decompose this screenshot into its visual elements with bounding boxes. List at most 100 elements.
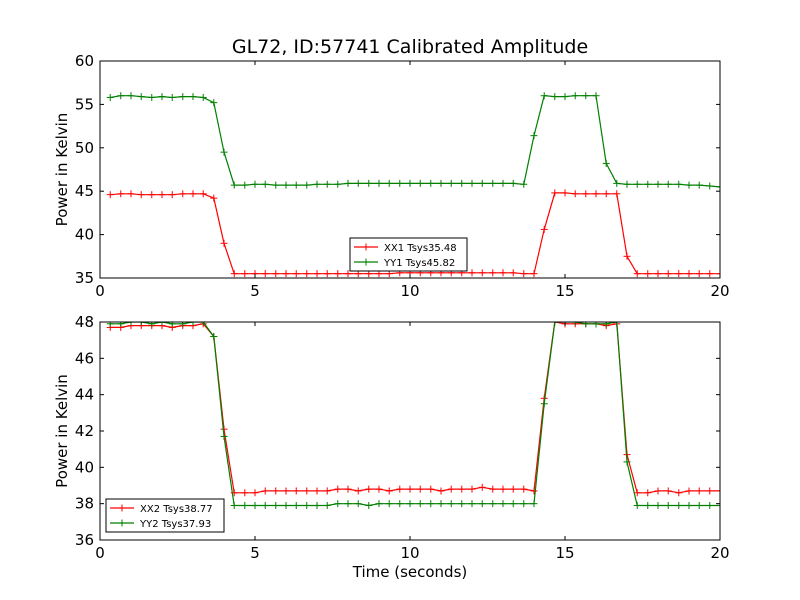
data-point	[117, 322, 125, 328]
data-point	[282, 501, 290, 509]
data-point	[375, 179, 383, 187]
data-point	[148, 93, 156, 101]
data-point	[189, 190, 197, 198]
data-point	[406, 485, 414, 493]
legend-item: XX2 Tsys38.77	[110, 504, 213, 515]
data-point	[654, 180, 662, 188]
subplot-top: 0 5 10 15 20 35 40 45 50 55 60 Power in Kelvin XX1 T…	[53, 52, 730, 300]
y-axis-label: Power in Kelvin	[53, 113, 71, 227]
data-point	[478, 500, 486, 508]
data-point	[633, 180, 641, 188]
data-point	[313, 270, 321, 278]
series-1	[106, 189, 720, 278]
data-point	[602, 190, 610, 198]
data-point	[437, 179, 445, 187]
data-point	[706, 182, 714, 190]
data-point	[499, 269, 507, 277]
data-point	[292, 501, 300, 509]
data-point	[313, 487, 321, 495]
data-point	[478, 179, 486, 187]
x-tick-label: 15	[555, 544, 574, 562]
data-point	[158, 191, 166, 199]
data-point	[272, 487, 280, 495]
data-point	[458, 485, 466, 493]
data-point	[189, 322, 197, 326]
data-point	[303, 181, 311, 189]
data-point	[447, 179, 455, 187]
data-point	[592, 322, 600, 328]
x-tick-label: 5	[250, 544, 260, 562]
data-point	[385, 179, 393, 187]
data-point	[654, 487, 662, 495]
data-point	[354, 179, 362, 187]
data-point	[406, 500, 414, 508]
data-point	[375, 485, 383, 493]
data-point	[127, 92, 135, 100]
data-point	[664, 270, 672, 278]
data-point	[592, 92, 600, 100]
data-point	[509, 500, 517, 508]
x-axis-label: Time (seconds)	[352, 563, 468, 581]
data-point	[220, 432, 228, 440]
y-tick-label: 42	[75, 422, 94, 440]
y-tick-label: 50	[75, 139, 94, 157]
data-point	[489, 269, 497, 277]
data-point	[582, 322, 590, 328]
data-point	[344, 485, 352, 493]
data-point	[292, 487, 300, 495]
data-point	[602, 159, 610, 167]
data-point	[241, 270, 249, 278]
legend-item: YY2 Tsys37.93	[110, 519, 211, 530]
data-point	[241, 181, 249, 189]
data-point	[530, 487, 538, 495]
data-point	[613, 322, 621, 326]
data-point	[334, 500, 342, 508]
legend-box	[105, 498, 225, 533]
data-point	[520, 500, 528, 508]
legend-label: XX1 Tsys35.48	[384, 243, 457, 254]
data-point	[489, 485, 497, 493]
data-point	[282, 181, 290, 189]
data-point	[582, 190, 590, 198]
data-point	[499, 179, 507, 187]
legend-box	[349, 237, 468, 272]
data-point	[706, 501, 714, 509]
data-point	[447, 485, 455, 493]
data-point	[633, 270, 641, 278]
x-tick-label: 15	[555, 282, 574, 300]
data-point	[675, 180, 683, 188]
data-point	[251, 180, 259, 188]
data-point	[210, 194, 218, 202]
data-point	[261, 501, 269, 509]
data-point	[551, 189, 559, 197]
data-point	[509, 485, 517, 493]
data-point	[416, 500, 424, 508]
data-point	[561, 93, 569, 101]
data-point	[644, 489, 652, 497]
data-point	[334, 180, 342, 188]
data-point	[437, 487, 445, 495]
data-point	[623, 180, 631, 188]
data-point	[530, 270, 538, 278]
series-line	[110, 322, 720, 507]
data-point	[489, 500, 497, 508]
data-point	[303, 487, 311, 495]
y-tick-label: 40	[75, 226, 94, 244]
data-point	[251, 489, 259, 497]
data-point	[354, 487, 362, 495]
data-point	[592, 190, 600, 198]
data-point	[654, 270, 662, 278]
y-tick-label: 38	[75, 495, 94, 513]
chart-title: GL72, ID:57741 Calibrated Amplitude	[232, 36, 588, 58]
data-point	[137, 322, 145, 326]
data-point	[292, 181, 300, 189]
data-point	[261, 180, 269, 188]
data-point	[427, 179, 435, 187]
data-point	[685, 270, 693, 278]
data-point	[716, 487, 720, 495]
data-point	[199, 322, 207, 326]
data-point	[685, 501, 693, 509]
data-point	[520, 485, 528, 493]
data-point	[334, 270, 342, 278]
